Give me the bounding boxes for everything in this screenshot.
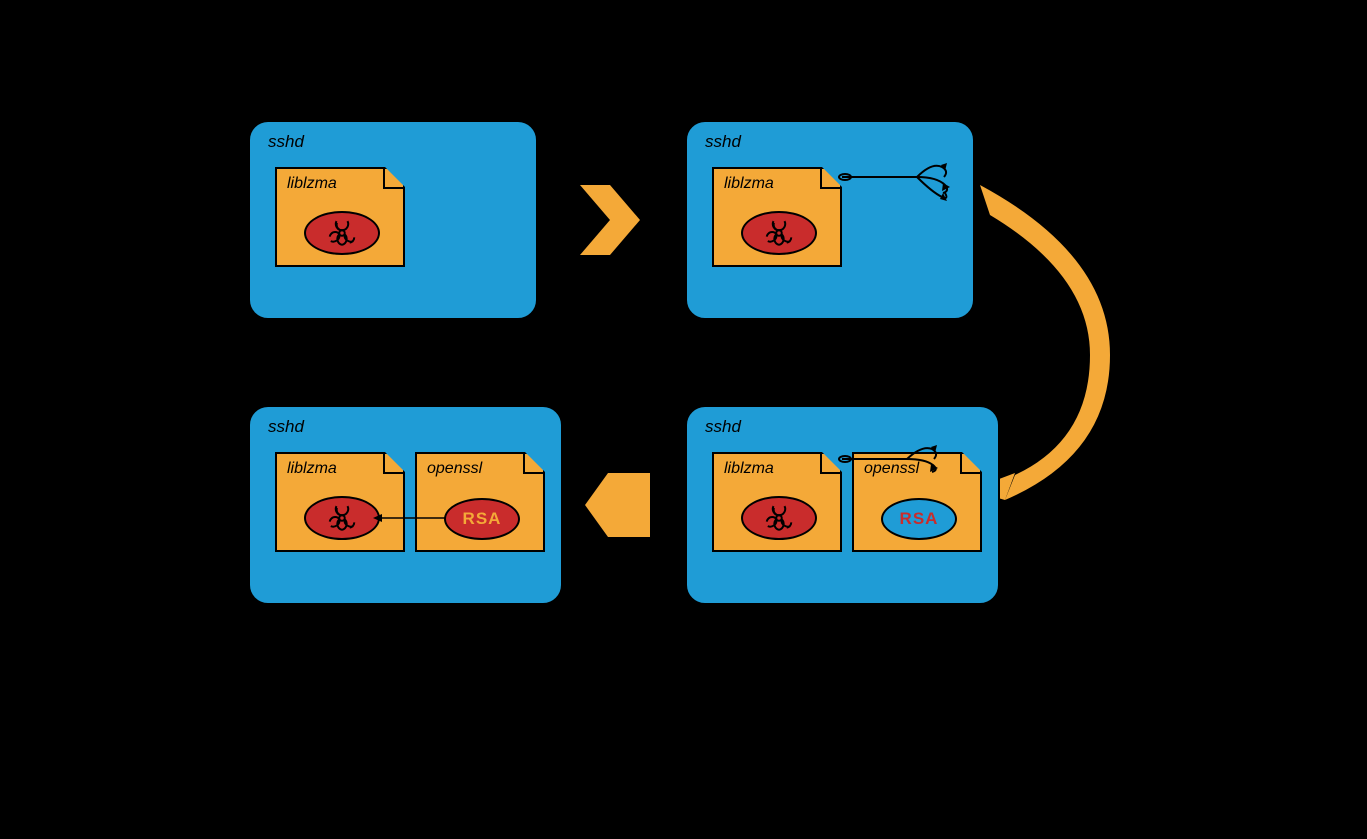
- hook-icon: [837, 157, 967, 217]
- stage-4: sshd liblzma openssl: [248, 405, 563, 605]
- biohazard-icon: [327, 218, 357, 248]
- biohazard-ellipse: [304, 211, 380, 255]
- liblzma-box: liblzma: [275, 452, 405, 552]
- stage-3: sshd liblzma openssl: [685, 405, 1000, 605]
- rsa-ellipse-red: RSA: [444, 498, 520, 540]
- liblzma-box: liblzma: [275, 167, 405, 267]
- rsa-text: RSA: [463, 509, 502, 529]
- arrow-chevron-right: [575, 180, 645, 260]
- liblzma-label: liblzma: [724, 175, 774, 193]
- sshd-label: sshd: [268, 132, 304, 152]
- biohazard-ellipse: [741, 496, 817, 540]
- biohazard-icon: [764, 503, 794, 533]
- sshd-box-3: sshd liblzma openssl: [685, 405, 1000, 605]
- liblzma-label: liblzma: [287, 175, 337, 193]
- sshd-box-4: sshd liblzma openssl: [248, 405, 563, 605]
- sshd-box-2: sshd liblzma: [685, 120, 975, 320]
- rsa-text: RSA: [900, 509, 939, 529]
- liblzma-box: liblzma: [712, 167, 842, 267]
- liblzma-label: liblzma: [287, 460, 337, 478]
- sshd-box-1: sshd liblzma: [248, 120, 538, 320]
- openssl-box: openssl RSA: [415, 452, 545, 552]
- stage-2: sshd liblzma: [685, 120, 975, 320]
- liblzma-box: liblzma: [712, 452, 842, 552]
- biohazard-icon: [327, 503, 357, 533]
- sshd-label: sshd: [705, 132, 741, 152]
- biohazard-icon: [764, 218, 794, 248]
- sshd-label: sshd: [268, 417, 304, 437]
- biohazard-ellipse: [741, 211, 817, 255]
- rsa-ellipse-blue: RSA: [881, 498, 957, 540]
- stage-1: sshd liblzma: [248, 120, 538, 320]
- biohazard-ellipse: [304, 496, 380, 540]
- hook-icon: [837, 437, 967, 487]
- sshd-label: sshd: [705, 417, 741, 437]
- arrow-pentagon-left: [580, 465, 655, 545]
- redirect-arrow: [370, 510, 450, 526]
- openssl-label: openssl: [427, 460, 482, 478]
- liblzma-label: liblzma: [724, 460, 774, 478]
